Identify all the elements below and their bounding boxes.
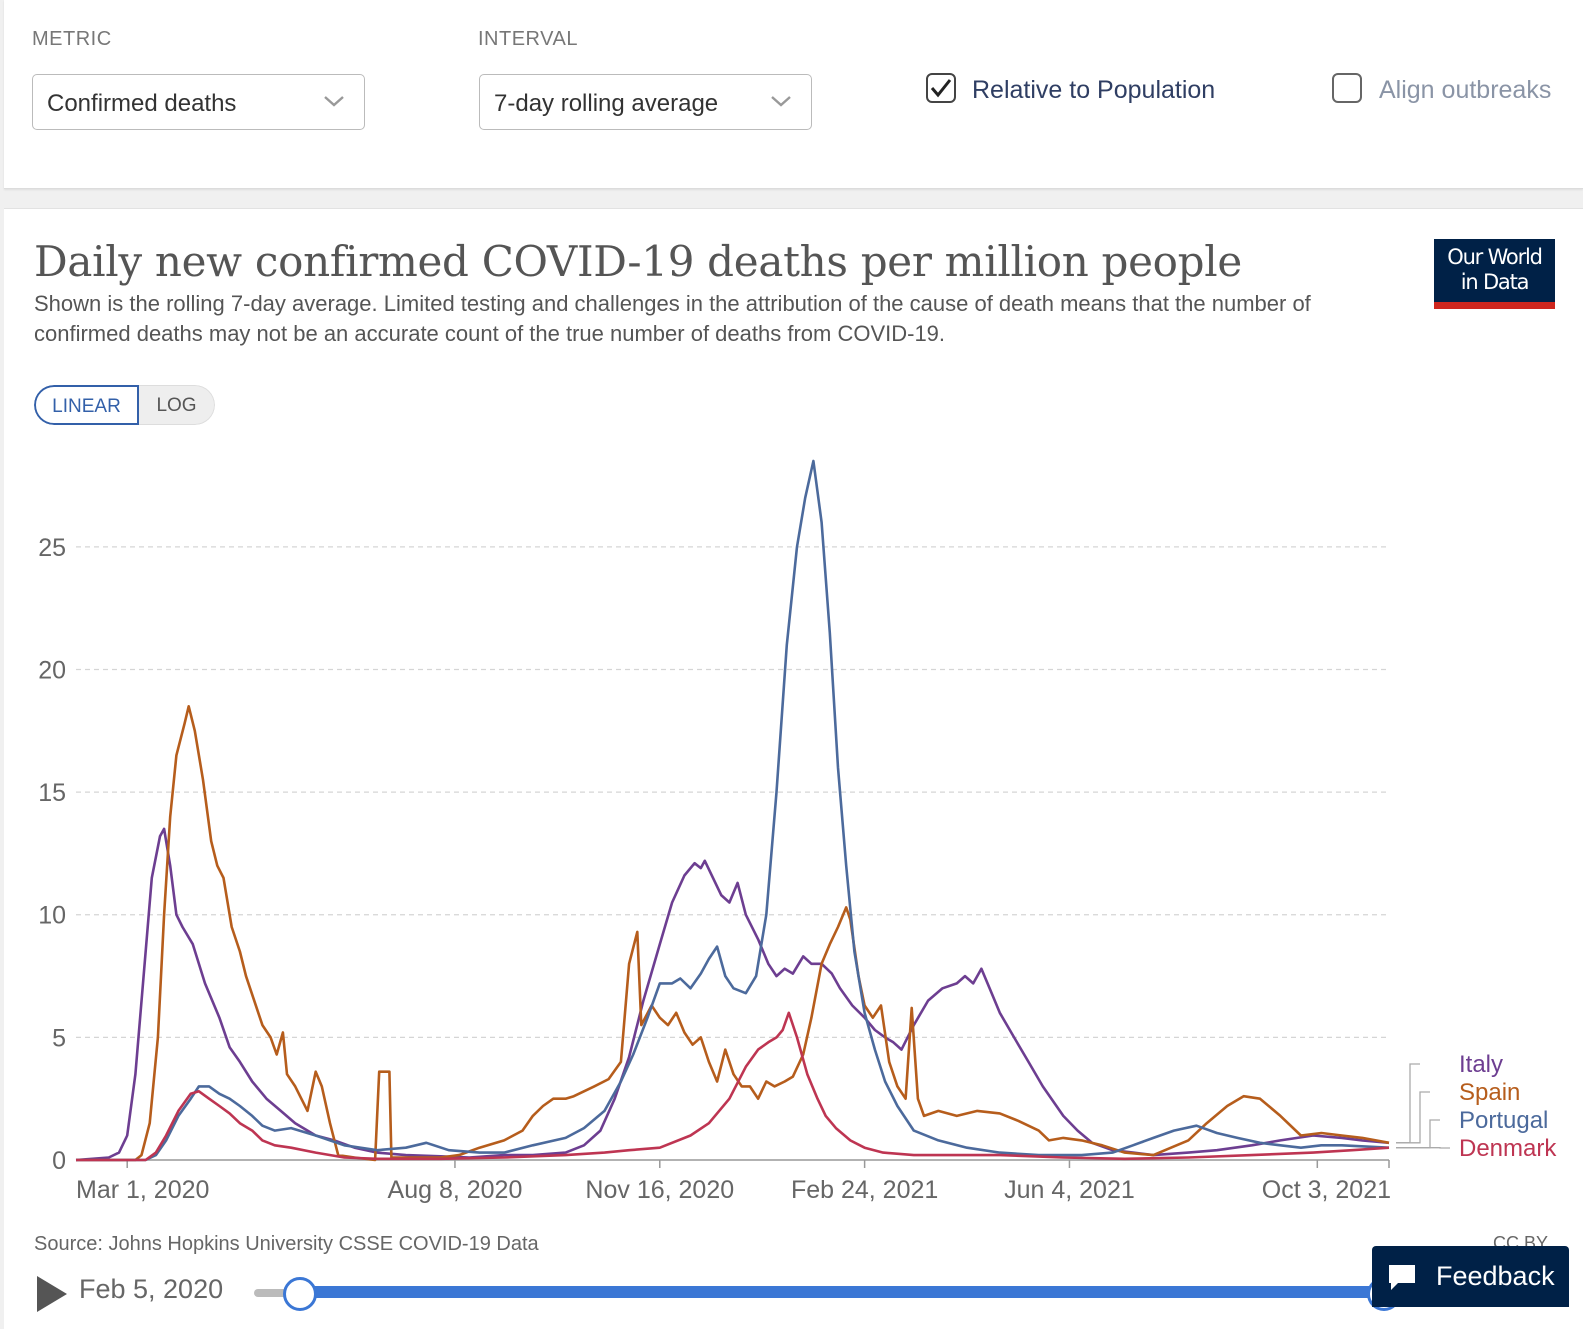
play-icon[interactable] bbox=[37, 1276, 67, 1312]
relative-population-label[interactable]: Relative to Population bbox=[972, 76, 1215, 105]
y-tick-label: 10 bbox=[38, 902, 66, 930]
timeline-start-date: Feb 5, 2020 bbox=[79, 1274, 223, 1305]
align-outbreaks-label[interactable]: Align outbreaks bbox=[1379, 76, 1551, 105]
series-line-italy bbox=[76, 829, 1389, 1160]
y-tick-label: 20 bbox=[38, 656, 66, 684]
align-outbreaks-checkbox[interactable] bbox=[1332, 73, 1362, 103]
legend-label-spain: Spain bbox=[1459, 1079, 1520, 1106]
legend-label-italy: Italy bbox=[1459, 1051, 1503, 1078]
metric-label: METRIC bbox=[32, 28, 112, 51]
checkmark-icon bbox=[928, 75, 954, 101]
x-tick-label: Jun 4, 2021 bbox=[1004, 1176, 1135, 1204]
y-tick-label: 5 bbox=[52, 1024, 66, 1052]
line-chart: 0 5 10 15 20 25 Mar 1, 2020 Aug 8, 2020 Nov 16, … bbox=[4, 209, 1583, 1229]
legend-label-denmark: Denmark bbox=[1459, 1135, 1557, 1162]
chart-card: Daily new confirmed COVID-19 deaths per … bbox=[4, 208, 1583, 1329]
chat-bubble-icon bbox=[1386, 1262, 1418, 1292]
legend-connector bbox=[1396, 1064, 1420, 1143]
x-tick-label: Oct 3, 2021 bbox=[1262, 1176, 1391, 1204]
legend-connector bbox=[1396, 1092, 1430, 1143]
x-tick-label: Mar 1, 2020 bbox=[76, 1176, 209, 1204]
controls-panel: METRIC Confirmed deaths INTERVAL 7-day r… bbox=[4, 0, 1583, 189]
x-tick-label: Nov 16, 2020 bbox=[585, 1176, 734, 1204]
feedback-button[interactable]: Feedback bbox=[1372, 1246, 1569, 1307]
source-note[interactable]: Source: Johns Hopkins University CSSE CO… bbox=[34, 1233, 539, 1256]
x-tick-label: Feb 24, 2021 bbox=[791, 1176, 938, 1204]
timeline-start-handle[interactable] bbox=[283, 1277, 317, 1311]
y-tick-label: 0 bbox=[52, 1147, 66, 1175]
timeline-track-active[interactable] bbox=[300, 1286, 1380, 1298]
legend-connector bbox=[1396, 1120, 1440, 1148]
interval-label: INTERVAL bbox=[478, 28, 578, 51]
axis-layer: 0 5 10 15 20 25 Mar 1, 2020 Aug 8, 2020 Nov 16, … bbox=[38, 534, 1391, 1204]
interval-select-value: 7-day rolling average bbox=[494, 90, 718, 118]
relative-population-checkbox[interactable] bbox=[926, 73, 956, 103]
feedback-label: Feedback bbox=[1436, 1261, 1555, 1292]
series-line-portugal bbox=[76, 461, 1389, 1160]
metric-select[interactable]: Confirmed deaths bbox=[32, 74, 365, 130]
grid-layer bbox=[76, 547, 1389, 1038]
x-tick-label: Aug 8, 2020 bbox=[388, 1176, 523, 1204]
y-tick-label: 15 bbox=[38, 779, 66, 807]
series-layer bbox=[76, 461, 1389, 1160]
metric-select-value: Confirmed deaths bbox=[47, 90, 236, 118]
legend-label-portugal: Portugal bbox=[1459, 1107, 1548, 1134]
chevron-down-icon bbox=[769, 89, 793, 113]
y-tick-label: 25 bbox=[38, 534, 66, 562]
interval-select[interactable]: 7-day rolling average bbox=[479, 74, 812, 130]
chevron-down-icon bbox=[322, 89, 346, 113]
